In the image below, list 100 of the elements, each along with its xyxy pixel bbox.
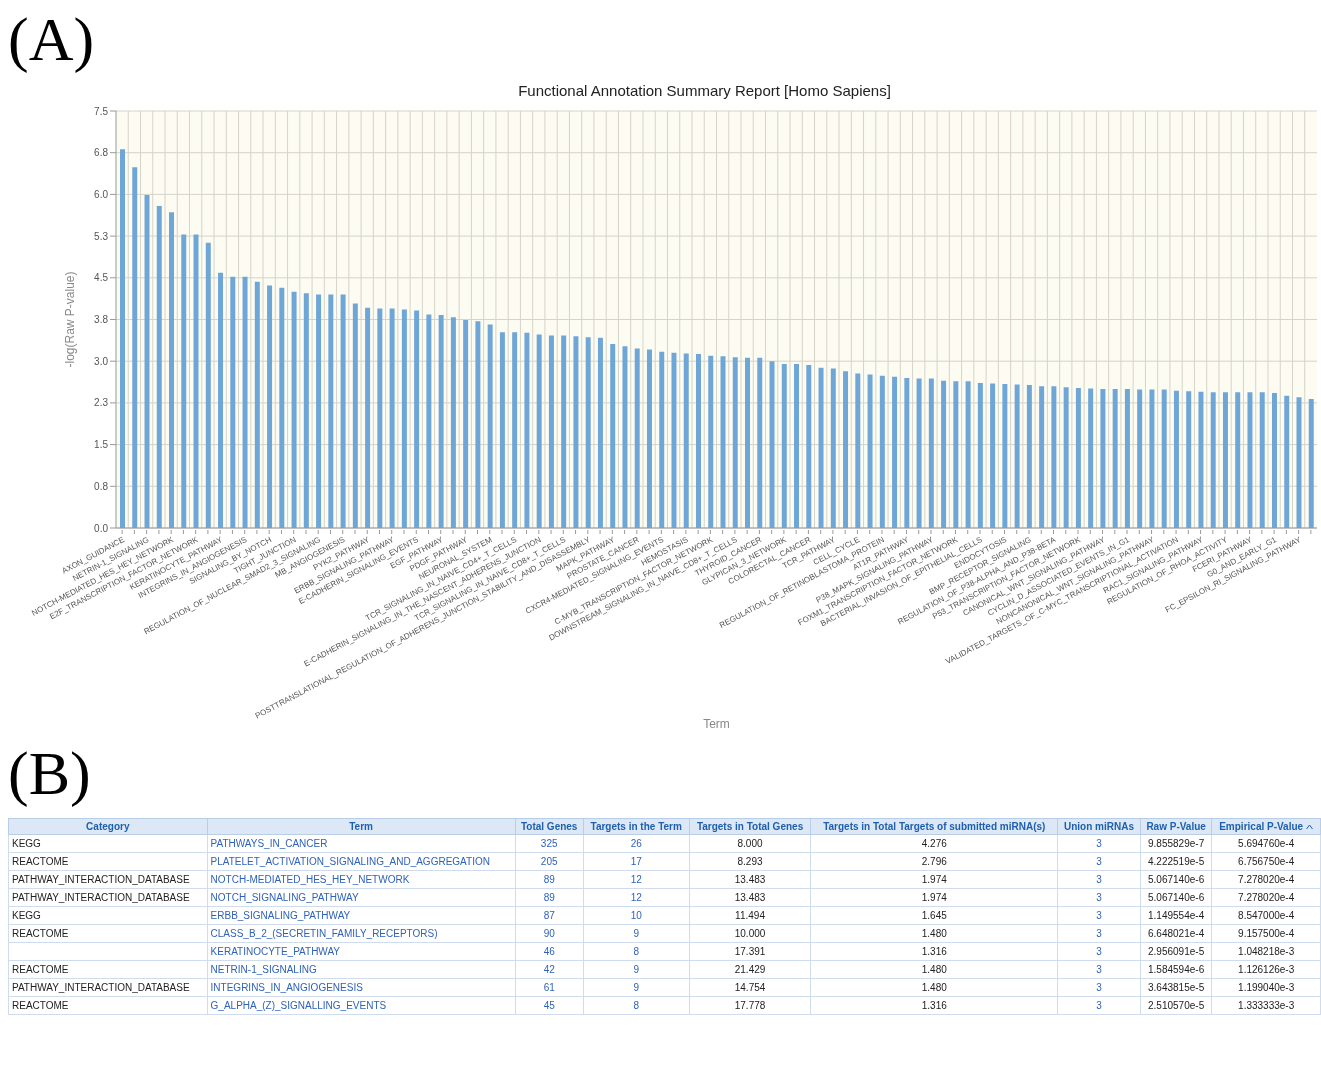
text: 3	[1096, 874, 1102, 885]
bar	[1235, 392, 1241, 528]
text: 5.694760e-4	[1238, 838, 1295, 849]
text: 3	[1096, 964, 1102, 975]
bar	[990, 383, 996, 528]
bar	[953, 381, 959, 528]
y-tick-label: 0.8	[94, 480, 109, 492]
text: PATHWAYS_IN_CANCER	[210, 838, 328, 849]
bar	[401, 309, 407, 528]
bar	[1124, 389, 1130, 528]
text: 11.494	[735, 910, 765, 921]
text: 3	[1096, 892, 1102, 903]
text: 10.000	[734, 928, 766, 939]
text: 13.483	[734, 874, 766, 885]
bar	[769, 361, 775, 528]
text: 90	[543, 928, 555, 939]
text: 9	[633, 982, 639, 993]
text: 205	[540, 856, 558, 867]
text: 8.000	[737, 838, 763, 849]
category-label: Category	[86, 821, 130, 832]
text: 1.333333e-3	[1238, 1000, 1295, 1011]
bar	[597, 337, 603, 528]
bar	[377, 308, 383, 528]
text: 1.316	[921, 1000, 947, 1011]
text: 8.547000e-4	[1238, 910, 1295, 921]
bar	[928, 378, 934, 528]
text: 2.796	[921, 856, 947, 867]
text: 17.778	[734, 1000, 766, 1011]
text: 1.048218e-3	[1238, 946, 1295, 957]
text: 89	[543, 892, 555, 903]
text: ERBB_SIGNALING_PATHWAY	[210, 910, 351, 921]
y-tick-label: 0.0	[94, 522, 109, 534]
bar	[1088, 388, 1094, 528]
bar	[1247, 392, 1253, 528]
bar	[561, 335, 567, 528]
bar	[144, 194, 150, 528]
text: 8	[633, 946, 639, 957]
text: KERATINOCYTE_PATHWAY	[210, 946, 341, 957]
bar	[548, 335, 554, 528]
bar	[1137, 389, 1143, 528]
text: 46	[543, 946, 555, 957]
bar	[1002, 384, 1008, 528]
bar	[892, 376, 898, 528]
text: NOTCH_SIGNALING_PATHWAY	[210, 892, 359, 903]
bar	[328, 294, 334, 528]
y-axis-title: -log(Raw P-value)	[63, 271, 78, 368]
text: 87	[543, 910, 555, 921]
text: INTEGRINS_IN_ANGIOGENESIS	[210, 982, 363, 993]
bar	[487, 324, 493, 528]
category-label: Term	[349, 821, 373, 832]
text: 12	[630, 892, 642, 903]
bar	[303, 293, 309, 528]
bar	[1075, 387, 1081, 528]
y-tick-label: 7.5	[94, 105, 109, 117]
bar	[218, 272, 224, 528]
bar	[830, 368, 836, 528]
bar	[450, 317, 456, 528]
text: PATHWAY_INTERACTION_DATABASE	[12, 892, 190, 903]
bar	[1284, 395, 1290, 528]
category-label: Targets in Total Targets of submitted miRNA(s)	[823, 821, 1046, 832]
bar	[1271, 392, 1277, 528]
text: 1.480	[921, 964, 947, 975]
text: 5.067140e-6	[1148, 874, 1205, 885]
text: (B)	[8, 738, 91, 808]
bar	[757, 357, 763, 528]
bar	[536, 334, 542, 528]
text: 5.067140e-6	[1148, 892, 1205, 903]
bar	[524, 332, 530, 528]
bar	[879, 375, 885, 528]
bar	[1173, 390, 1179, 528]
bar	[181, 234, 187, 528]
y-tick-label: 4.5	[94, 272, 109, 284]
bar	[1186, 391, 1192, 528]
text: 8	[633, 1000, 639, 1011]
bar	[438, 315, 444, 528]
bar	[659, 351, 665, 528]
bar	[1198, 391, 1204, 528]
bar	[1308, 399, 1314, 528]
bar	[463, 320, 469, 528]
text: 17.391	[734, 946, 766, 957]
bar	[242, 276, 248, 528]
text: 89	[543, 874, 555, 885]
text: 3	[1096, 982, 1102, 993]
text: KEGG	[12, 838, 41, 849]
text: 2.510570e-5	[1148, 1000, 1205, 1011]
bar	[708, 355, 714, 528]
bar	[904, 377, 910, 528]
text: CLASS_B_2_(SECRETIN_FAMILY_RECEPTORS)	[210, 928, 438, 939]
bar	[843, 371, 849, 528]
bar	[279, 287, 285, 528]
category-label: Targets in Total Genes	[696, 821, 804, 832]
bar	[205, 242, 211, 528]
bar	[671, 352, 677, 528]
text: 10	[630, 910, 642, 921]
text: 6.648021e-4	[1148, 928, 1205, 939]
category-label: Raw P-Value	[1146, 821, 1206, 832]
text: 1.480	[921, 928, 947, 939]
text: 3	[1096, 838, 1102, 849]
text: 21.429	[734, 964, 766, 975]
bar	[941, 380, 947, 528]
